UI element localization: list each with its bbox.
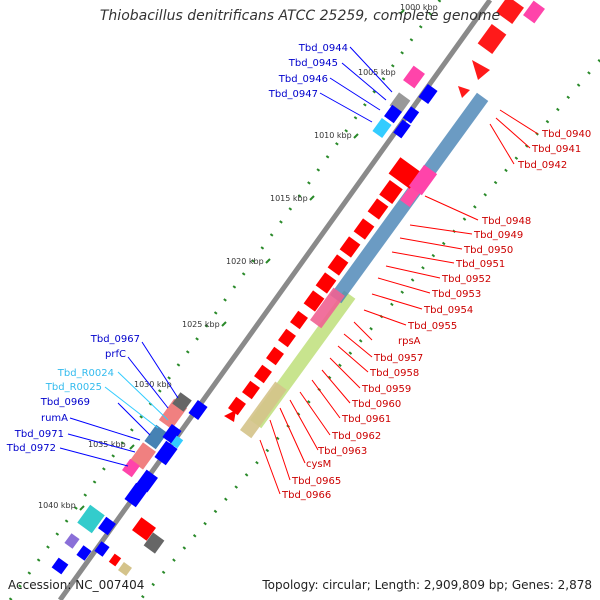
genome-title: Thiobacillus denitrificans ATCC 25259, c… [99, 8, 501, 24]
genome-summary-text: Topology: circular; Length: 2,909,809 bp… [262, 578, 592, 592]
gene-label: Tbd_0955 [407, 321, 457, 332]
gene-arrow [393, 119, 411, 139]
tick-marks [79, 9, 405, 511]
gene-arrow [384, 104, 402, 124]
tan-band-feature [240, 381, 287, 439]
gene-label: Tbd_0949 [473, 230, 523, 241]
gene-label: Tbd_0958 [369, 368, 419, 379]
gene-label: Tbd_0969 [40, 397, 90, 408]
gene-label: Tbd_R0025 [45, 382, 102, 393]
gene-label: Tbd_0954 [423, 305, 473, 316]
pink-band-feature [310, 287, 345, 329]
gene-arrow [77, 504, 105, 534]
gene-label: Tbd_0941 [531, 144, 581, 155]
gene-arrow [418, 84, 438, 104]
gene-arrow [76, 545, 92, 561]
gene-arrow [154, 440, 178, 466]
gene-label: Tbd_0945 [288, 58, 338, 69]
gene-label: Tbd_0966 [281, 490, 331, 501]
gene-arrow [118, 562, 132, 576]
left-labels: Tbd_0944 Tbd_0945 Tbd_0946 Tbd_0947 Tbd_… [6, 43, 348, 454]
gene-arrow [130, 442, 156, 470]
gene-label: Tbd_0944 [298, 43, 348, 54]
gene-label: prfC [105, 349, 126, 360]
gene-label: Tbd_0940 [541, 129, 591, 140]
gene-label: Tbd_0951 [455, 259, 505, 270]
gene-label: Tbd_0959 [361, 384, 411, 395]
tick-label: 1010 kbp [314, 131, 352, 140]
gene-label: Tbd_0952 [441, 274, 491, 285]
gene-arrow [122, 458, 140, 478]
tick-label: 1025 kbp [182, 320, 220, 329]
gene-arrow [458, 86, 470, 98]
gene-arrow [108, 553, 122, 567]
gene-arrow [98, 516, 116, 536]
tick-label: 1000 kbp [400, 3, 438, 12]
gene-arrow [124, 482, 148, 508]
gene-label: Tbd_0950 [463, 245, 513, 256]
gene-arrow [403, 65, 425, 89]
tick-label: 1020 kbp [226, 257, 264, 266]
gene-label: Tbd_0948 [481, 216, 531, 227]
gene-label: Tbd_0947 [268, 89, 318, 100]
tick-label: 1015 kbp [270, 194, 308, 203]
gene-arrow [523, 0, 545, 24]
gene-label: Tbd_0953 [431, 289, 481, 300]
tick-label: 1030 kbp [134, 380, 172, 389]
gene-label: Tbd_0965 [291, 476, 341, 487]
gene-arrow [94, 541, 110, 557]
gene-arrow [132, 517, 156, 541]
accession-text: Accession: NC_007404 [8, 578, 145, 592]
gene-label: Tbd_0957 [373, 353, 423, 364]
gene-arrow [472, 60, 490, 80]
tick-label: 1005 kbp [358, 68, 396, 77]
outer-left-track [8, 0, 442, 600]
gene-label: cysM [306, 459, 331, 470]
forward-gene-track [224, 157, 422, 422]
tick-label: 1040 kbp [38, 501, 76, 510]
right-labels: Tbd_0940 Tbd_0941 Tbd_0942 Tbd_0948 Tbd_… [281, 129, 591, 501]
gene-arrow [51, 557, 69, 575]
gene-label: Tbd_0960 [351, 399, 401, 410]
gene-label: Tbd_0971 [14, 429, 64, 440]
gene-arrow [408, 164, 438, 196]
gene-arrow [143, 532, 165, 554]
gene-label: rpsA [398, 336, 421, 347]
gene-label: rumA [41, 413, 68, 424]
rna-leader-lines [104, 371, 169, 429]
gene-label: Tbd_0972 [6, 443, 56, 454]
gene-arrow [496, 0, 524, 24]
gene-label: Tbd_0961 [341, 414, 391, 425]
gene-arrow [64, 533, 80, 549]
left-leader-lines [59, 46, 393, 467]
gene-label: Tbd_0946 [278, 74, 328, 85]
gene-label: Tbd_R0024 [57, 368, 114, 379]
gene-arrow [372, 118, 392, 138]
gene-arrow [188, 400, 208, 420]
gene-label: Tbd_0967 [90, 334, 140, 345]
gene-label: Tbd_0963 [317, 446, 367, 457]
gene-arrow [402, 106, 420, 124]
gene-label: Tbd_0962 [331, 431, 381, 442]
gene-arrow [162, 424, 182, 444]
right-leader-lines [259, 109, 539, 495]
gene-arrow [170, 435, 184, 449]
gene-arrow [144, 424, 168, 450]
outer-right-track [138, 59, 600, 600]
gene-arrow [477, 24, 507, 54]
gene-label: Tbd_0942 [517, 160, 567, 171]
